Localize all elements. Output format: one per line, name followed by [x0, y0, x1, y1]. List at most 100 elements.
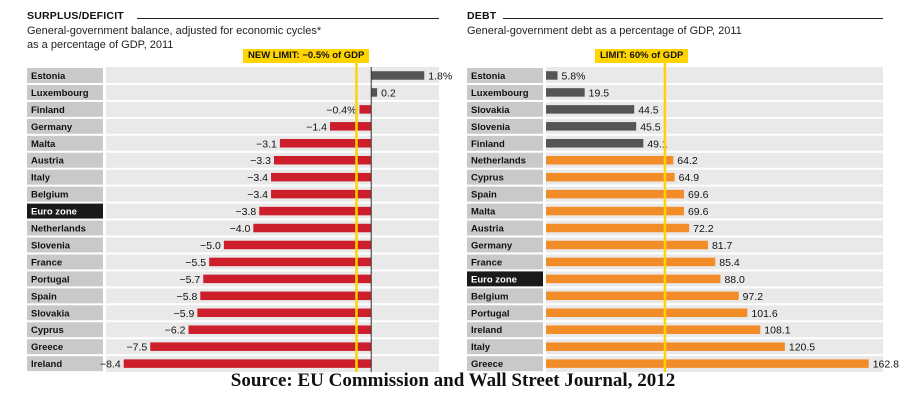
category-label-box — [467, 322, 543, 338]
bar — [371, 88, 378, 97]
category-label-box — [467, 118, 543, 134]
category-label-box — [467, 169, 543, 185]
value-label: 85.4 — [719, 257, 740, 269]
category-label-box — [467, 152, 543, 168]
bar — [259, 206, 372, 216]
category-label: Malta — [471, 207, 496, 218]
surplus-deficit-plot: Estonia Luxembourg Finland Germany Malta Aust… — [27, 56, 452, 373]
category-label: Portugal — [471, 308, 510, 319]
category-label-box — [27, 135, 103, 151]
limit-label: LIMIT: 60% of GDP — [595, 49, 689, 63]
bar — [546, 359, 869, 368]
bar — [546, 189, 684, 199]
bar — [546, 71, 558, 80]
value-label: −5.5 — [185, 257, 206, 269]
category-label: Belgium — [471, 291, 508, 302]
category-label-box — [467, 68, 543, 83]
category-label-box — [27, 220, 103, 236]
bar — [546, 105, 635, 114]
category-label: Netherlands — [471, 156, 526, 167]
category-label-box — [467, 237, 543, 253]
value-label: −1.4 — [306, 121, 327, 133]
bar — [271, 172, 372, 182]
category-label: Germany — [471, 240, 513, 251]
debt-plot: Estonia Luxembourg Slovakia Slovenia Finland… — [467, 56, 899, 373]
category-label: Estonia — [31, 71, 66, 82]
category-label-box — [27, 203, 103, 219]
category-label: Belgium — [31, 190, 68, 201]
chart-subtitle: General-government balance, adjusted for… — [27, 25, 322, 37]
category-label: Netherlands — [31, 224, 86, 235]
category-label-box — [467, 288, 543, 304]
bar — [253, 223, 372, 233]
value-label: 88.0 — [724, 274, 745, 286]
category-label-box — [467, 220, 543, 236]
category-label-box — [467, 305, 543, 321]
bar — [546, 325, 761, 334]
category-label-box — [27, 169, 103, 185]
category-label-box — [27, 118, 103, 134]
value-label: −5.9 — [174, 308, 195, 320]
value-label: 101.6 — [751, 308, 777, 320]
category-label: Cyprus — [31, 325, 64, 336]
category-label-box — [27, 339, 103, 355]
category-label: Euro zone — [31, 207, 77, 218]
category-label-box — [27, 237, 103, 253]
chart-title: DEBT — [467, 10, 497, 22]
bar — [546, 240, 708, 250]
bar — [329, 122, 372, 131]
category-label: France — [471, 257, 502, 268]
value-label: −5.0 — [200, 240, 221, 252]
title-rule — [137, 18, 439, 19]
category-label-box — [27, 84, 103, 100]
chart-title: SURPLUS/DEFICIT — [27, 10, 124, 22]
category-label: Germany — [31, 122, 73, 133]
bar — [223, 240, 372, 250]
category-label-box — [467, 271, 543, 287]
value-label: −8.4 — [100, 359, 121, 371]
category-label-box — [27, 152, 103, 168]
bar — [150, 342, 372, 351]
bar — [546, 291, 739, 301]
category-label-box — [27, 68, 103, 83]
bar — [546, 257, 716, 267]
category-label-box — [467, 356, 543, 372]
bar — [546, 223, 690, 233]
category-label: Slovakia — [31, 308, 70, 319]
value-label: −6.2 — [165, 325, 186, 337]
source-caption: Source: EU Commission and Wall Street Jo… — [230, 370, 676, 391]
bar — [188, 325, 372, 334]
category-label-box — [27, 288, 103, 304]
category-label-box — [27, 305, 103, 321]
value-label: 64.2 — [677, 155, 698, 167]
value-label: −5.8 — [177, 291, 198, 303]
bar — [203, 274, 372, 284]
category-label-box — [467, 84, 543, 100]
category-label: Portugal — [31, 274, 70, 285]
category-label: Finland — [31, 105, 65, 116]
value-label: 45.5 — [640, 121, 661, 133]
category-label-box — [27, 356, 103, 372]
surplus-deficit-chart: SURPLUS/DEFICIT General-government balan… — [27, 0, 457, 373]
value-label: 64.9 — [679, 172, 700, 184]
category-label-box — [467, 339, 543, 355]
bar — [359, 105, 372, 114]
value-label: 120.5 — [789, 342, 815, 354]
category-label-box — [27, 101, 103, 117]
category-label-box — [467, 203, 543, 219]
category-label: Estonia — [471, 71, 506, 82]
category-label: Cyprus — [471, 173, 504, 184]
category-label-box — [27, 186, 103, 202]
bar — [200, 291, 372, 301]
category-label: Luxembourg — [471, 88, 529, 99]
category-label: Greece — [471, 359, 503, 370]
category-label: Austria — [471, 224, 504, 235]
bar — [546, 206, 684, 216]
category-label: Ireland — [471, 325, 502, 336]
category-label-box — [27, 271, 103, 287]
value-label: 72.2 — [693, 223, 714, 235]
category-label: Austria — [31, 156, 64, 167]
category-label-box — [467, 254, 543, 270]
category-label: Slovenia — [471, 122, 511, 133]
category-label-box — [27, 254, 103, 270]
